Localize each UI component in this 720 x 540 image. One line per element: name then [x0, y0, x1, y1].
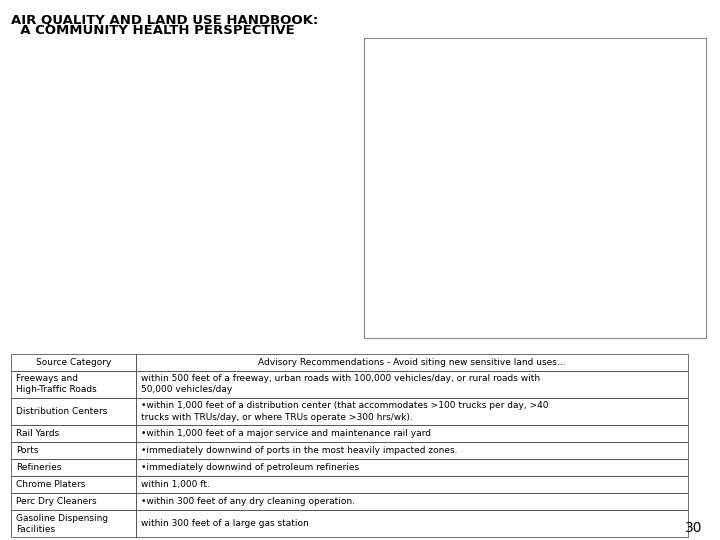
Text: Distribution Centers: Distribution Centers: [17, 407, 107, 416]
Bar: [136, 370, 688, 398]
Bar: [136, 425, 688, 442]
Bar: [136, 398, 688, 425]
Text: •within 1,000 feet of a major service and maintenance rail yard: •within 1,000 feet of a major service an…: [141, 429, 431, 438]
Text: within 1,000 ft.: within 1,000 ft.: [141, 480, 210, 489]
Text: AIR QUALITY AND LAND USE HANDBOOK:: AIR QUALITY AND LAND USE HANDBOOK:: [11, 14, 318, 26]
X-axis label: Distance From Fenceline (feet): Distance From Fenceline (feet): [482, 286, 620, 295]
Bar: [11, 370, 136, 398]
Bar: [381, 298, 420, 305]
Text: Rail Yards: Rail Yards: [17, 429, 60, 438]
Bar: [11, 476, 136, 493]
Text: •within 1,000 feet of a distribution center (that accommodates >100 trucks per d: •within 1,000 feet of a distribution cen…: [141, 401, 549, 422]
Bar: [11, 459, 136, 476]
Bar: [11, 510, 136, 537]
Bar: [136, 493, 688, 510]
Bar: [11, 398, 136, 425]
Text: within 500 feet of a freeway, urban roads with 100,000 vehicles/day, or rural ro: within 500 feet of a freeway, urban road…: [141, 374, 541, 394]
Text: Gasoline Dispensing
Facilities: Gasoline Dispensing Facilities: [17, 514, 108, 534]
Text: •within 300 feet of any dry cleaning operation.: •within 300 feet of any dry cleaning ope…: [141, 497, 356, 506]
Text: Refineries: Refineries: [17, 463, 62, 472]
Bar: [136, 510, 688, 537]
Bar: [11, 442, 136, 459]
Bar: [11, 354, 136, 370]
Bar: [11, 493, 136, 510]
Bar: [136, 476, 688, 493]
Text: within 300 feet of a large gas station: within 300 feet of a large gas station: [141, 519, 309, 528]
Text: Advisory Recommendations - Avoid siting new sensitive land uses...: Advisory Recommendations - Avoid siting …: [258, 357, 565, 367]
Text: Source Category: Source Category: [36, 357, 111, 367]
Bar: [399, 295, 407, 298]
Text: Freeways and
High-Traffic Roads: Freeways and High-Traffic Roads: [17, 374, 97, 394]
Bar: [11, 425, 136, 442]
Text: A COMMUNITY HEALTH PERSPECTIVE: A COMMUNITY HEALTH PERSPECTIVE: [11, 24, 294, 37]
Text: 30: 30: [685, 521, 702, 535]
Text: Ports: Ports: [17, 446, 39, 455]
Text: Chrome Platers: Chrome Platers: [17, 480, 86, 489]
Bar: [136, 442, 688, 459]
Text: •immediately downwind of petroleum refineries: •immediately downwind of petroleum refin…: [141, 463, 359, 472]
Title: Risk vs Distance: Risk vs Distance: [493, 44, 608, 57]
Text: Perc Dry Cleaners: Perc Dry Cleaners: [17, 497, 96, 506]
Y-axis label: Risk (per million): Risk (per million): [376, 122, 384, 199]
Bar: [136, 354, 688, 370]
Bar: [136, 459, 688, 476]
Text: •immediately downwind of ports in the most heavily impacted zones.: •immediately downwind of ports in the mo…: [141, 446, 458, 455]
